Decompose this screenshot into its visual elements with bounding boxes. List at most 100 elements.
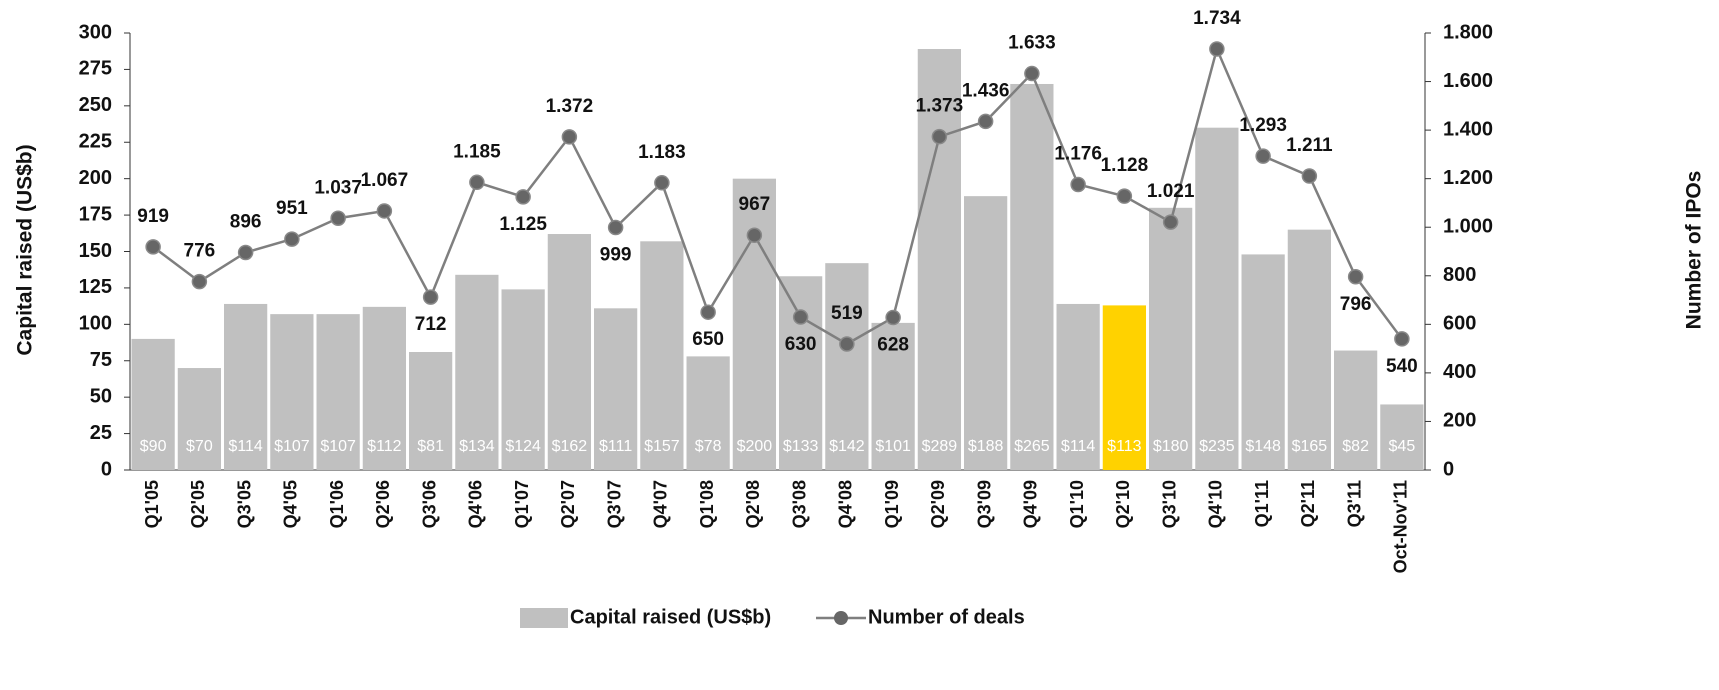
point (237, 244, 254, 261)
bar (1241, 254, 1285, 470)
bar (1010, 83, 1054, 470)
bar-label: $70 (186, 438, 213, 455)
point-label: 1.734 (1193, 8, 1241, 29)
point (330, 210, 346, 226)
x-tick-label: Q4'07 (651, 480, 671, 528)
bar-label: $78 (695, 438, 722, 455)
point (1116, 188, 1133, 204)
point (422, 289, 439, 305)
bar-label: $134 (459, 438, 495, 455)
legend-label: Number of deals (868, 606, 1025, 628)
line (152, 45, 1403, 346)
x-tick-label: Q3'10 (1159, 480, 1179, 528)
bar-label: $112 (367, 438, 402, 455)
bar (594, 308, 638, 470)
point-label: 1.128 (1101, 155, 1149, 176)
bar-label: $101 (875, 438, 911, 455)
point (1394, 331, 1410, 347)
bar (1334, 350, 1378, 470)
bar-label: $188 (968, 438, 1004, 455)
bar (1380, 404, 1424, 470)
y-tick-label: 250 (79, 94, 112, 116)
bar-label: $111 (599, 438, 632, 455)
x-tick-label: Q4'05 (281, 480, 301, 528)
x-tick-label: Q1'08 (697, 480, 717, 528)
point (1070, 176, 1086, 193)
y-tick-label: 75 (90, 349, 112, 371)
point-label: 1.211 (1286, 135, 1333, 156)
point-label: 650 (692, 329, 724, 350)
bar-label: $133 (783, 438, 819, 455)
bar (825, 263, 869, 470)
bar (131, 338, 175, 470)
y-tick-label: 100 (79, 313, 112, 335)
bar-label: $107 (320, 438, 356, 455)
x-tick-label: Q4'10 (1206, 480, 1226, 528)
x-tick-label: Q3'07 (604, 480, 624, 528)
point-label: 999 (600, 244, 632, 265)
y-tick-label: 300 (79, 21, 112, 43)
bar-label: $180 (1153, 438, 1189, 455)
x-tick-label: Q2'11 (1298, 480, 1318, 527)
x-tick-label: Q3'11 (1344, 480, 1364, 527)
bar (964, 196, 1008, 470)
point-label: 1.021 (1147, 181, 1195, 202)
point (885, 309, 901, 326)
bar-label: $113 (1107, 438, 1142, 455)
x-tick-label: Q1'06 (327, 480, 347, 528)
x-tick-label: Q2'09 (928, 480, 948, 528)
bar (640, 241, 684, 470)
y2-tick-label: 200 (1443, 410, 1476, 432)
point-label: 776 (184, 241, 216, 262)
point (145, 239, 161, 255)
x-tick-label: Q4'08 (836, 480, 856, 528)
bar (1056, 303, 1100, 470)
point-label: 1.293 (1239, 115, 1287, 136)
x-tick-label: Q4'06 (466, 480, 486, 528)
x-tick-label: Q2'06 (373, 480, 393, 528)
point (1301, 168, 1318, 184)
bar-label: $45 (1389, 438, 1416, 455)
bar (547, 234, 591, 470)
y-tick-label: 225 (79, 131, 112, 153)
bar (177, 368, 221, 470)
point (515, 189, 531, 205)
x-tick-label: Q3'09 (974, 480, 994, 528)
x-tick-label: Q3'05 (234, 480, 254, 528)
point (931, 128, 948, 145)
point (654, 175, 670, 191)
point (1024, 65, 1040, 82)
bar (270, 314, 314, 470)
point-label: 712 (415, 314, 447, 335)
point-label: 1.372 (546, 96, 594, 117)
point-label: 628 (877, 335, 909, 356)
x-tick-label: Q2'07 (558, 480, 578, 528)
point-label: 1.176 (1054, 144, 1102, 165)
y-tick-label: 0 (101, 458, 112, 480)
y-tick-label: 125 (79, 276, 112, 298)
x-tick-label: Q1'11 (1252, 480, 1272, 527)
x-tick-label: Q4'09 (1021, 480, 1041, 528)
bar-label: $289 (922, 438, 958, 455)
y2-tick-label: 1.800 (1443, 21, 1493, 43)
point-label: 1.373 (916, 96, 964, 117)
x-tick-label: Q2'10 (1113, 480, 1133, 528)
y2-axis-title: Number of IPOs (1683, 171, 1706, 330)
point (792, 309, 809, 325)
bar (686, 356, 730, 470)
bar (362, 306, 406, 470)
point-label: 1.183 (638, 142, 686, 163)
x-tick-label: Q3'06 (419, 480, 439, 528)
point-label: 1.067 (361, 170, 409, 191)
bar-label: $235 (1199, 438, 1235, 455)
point-label: 967 (739, 194, 771, 215)
y2-tick-label: 0 (1443, 458, 1454, 480)
x-tick-label: Q2'05 (188, 480, 208, 528)
y-tick-label: 150 (79, 240, 112, 262)
bar (1102, 305, 1146, 470)
point (469, 174, 485, 191)
legend-swatch (520, 608, 568, 628)
bar (1287, 229, 1331, 470)
bar-label: $148 (1245, 438, 1281, 455)
